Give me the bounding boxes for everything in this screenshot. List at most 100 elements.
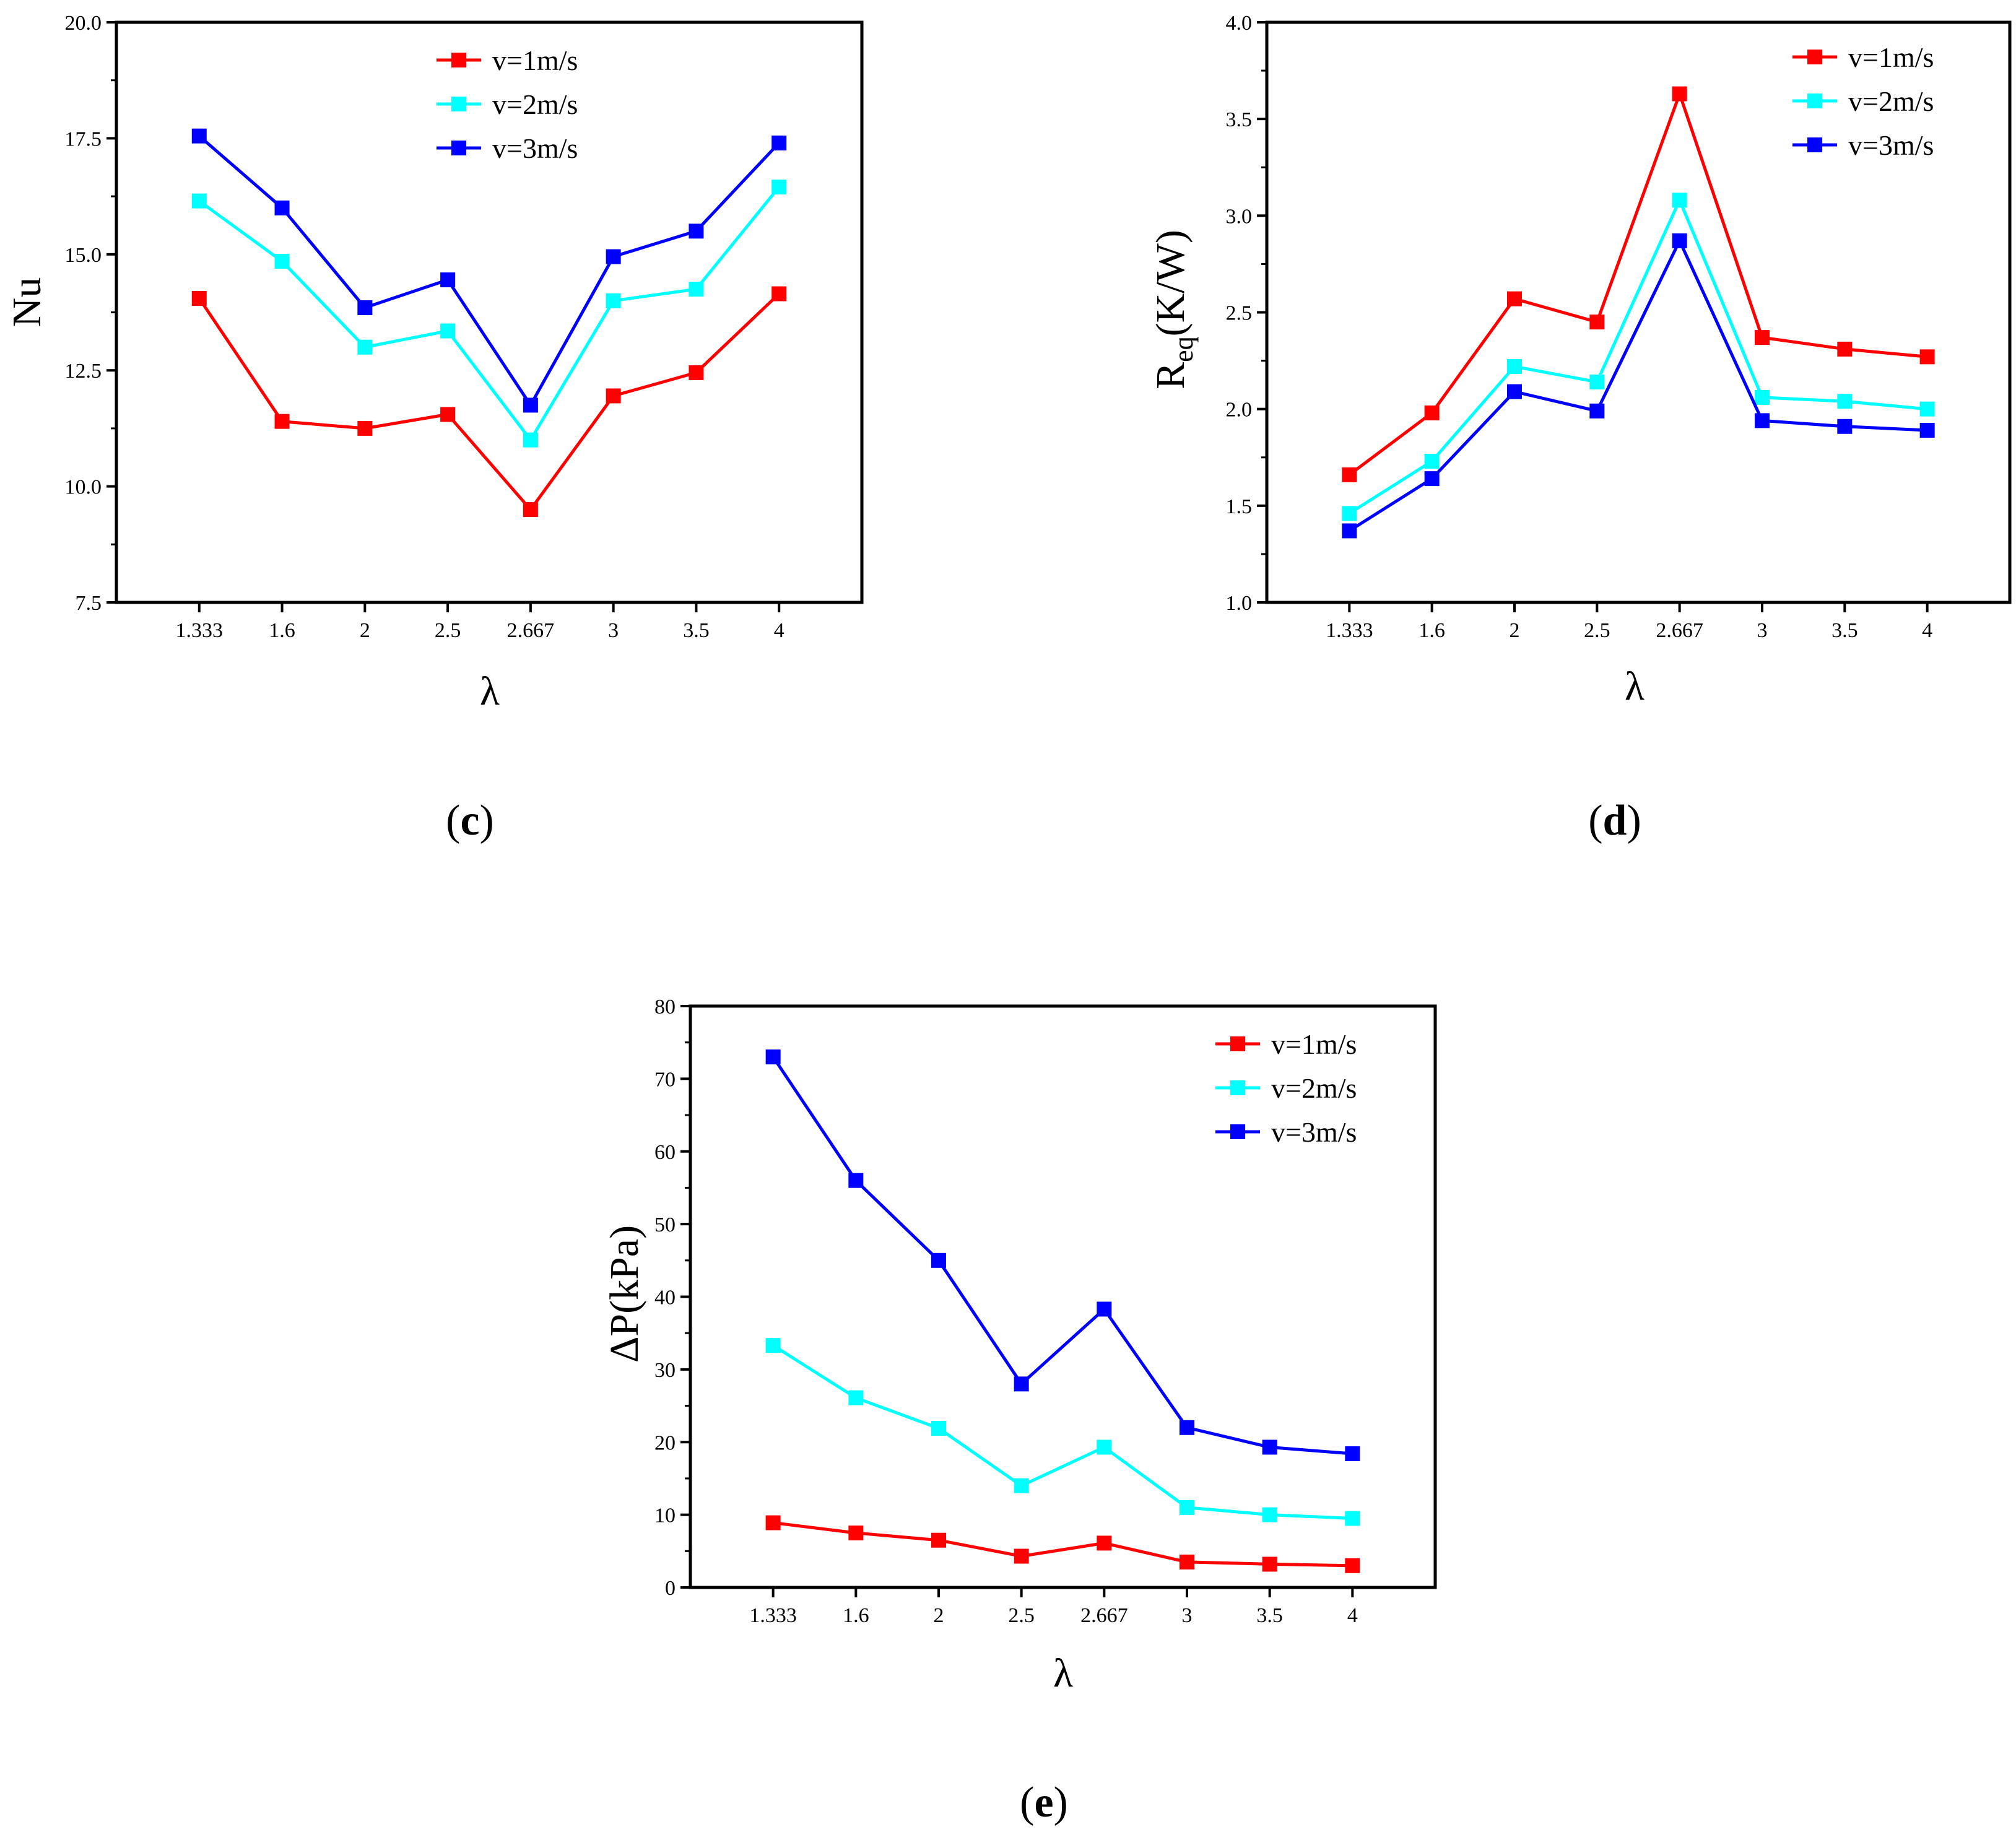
data-point-d-s3 [1919,423,1935,438]
panel-label-c: (c) [446,797,494,844]
data-point-c-s2 [357,339,373,355]
data-point-e-s3 [1345,1446,1360,1462]
data-point-e-s1 [1014,1548,1029,1564]
x-tick-label-c: 4 [774,619,784,642]
data-point-e-s1 [848,1525,864,1540]
y-tick-label-d: 2.5 [1226,302,1253,325]
data-point-d-s1 [1837,341,1853,357]
data-point-c-s3 [357,300,373,316]
y-tick-label-c: 15.0 [65,244,102,267]
data-point-e-s1 [1262,1556,1277,1572]
data-point-c-s3 [689,224,704,239]
data-point-d-s1 [1342,467,1357,482]
y-axis-title-d-main: R [1148,362,1193,389]
data-point-c-s1 [274,414,290,429]
x-tick-label-c: 2 [360,619,370,642]
x-tick-label-c: 3.5 [683,619,710,642]
y-tick-label-d: 3.0 [1226,205,1253,228]
legend-label-e-2: v=2m/s [1271,1072,1357,1104]
data-point-e-s2 [931,1420,946,1436]
y-tick-label-d: 2.0 [1226,399,1253,422]
data-point-d-s1 [1424,405,1440,420]
series-line-d-2 [1348,198,1927,515]
data-point-d-s2 [1589,374,1605,389]
data-point-c-s1 [689,365,704,380]
series-line-c-3 [198,134,781,407]
x-tick-label-e: 4 [1347,1604,1358,1627]
legend-label-d-2: v=2m/s [1848,85,1934,117]
data-point-e-s1 [1180,1554,1194,1569]
panel-label-c-letter: c [460,797,479,844]
plot-area-e: 1.333 1.6 2 2.5 2.667 3 3.5 401020304050607080v… [654,996,1437,1627]
data-point-c-s2 [274,254,290,269]
data-point-d-s2 [1507,358,1522,374]
y-axis-title-c-text: Nu [4,277,50,328]
legend-marker-d-1 [1807,50,1822,64]
x-tick-label-d: 2.5 [1584,619,1610,642]
y-axis-title-d-sub: eq [1168,336,1199,362]
x-tick-label-d: 1.6 [1419,619,1445,642]
y-tick-label-c: 10.0 [65,476,102,499]
data-point-c-s2 [523,432,538,448]
data-point-c-s1 [771,286,787,302]
data-point-d-s1 [1755,330,1770,345]
y-tick-label-d: 1.0 [1226,592,1253,615]
x-tick-label-d: 3.5 [1831,619,1858,642]
data-point-d-s3 [1672,233,1687,248]
x-tick-label-c: 1.333 [176,619,224,642]
panel-label-d-letter: d [1603,797,1627,844]
y-tick-label-e: 70 [654,1068,676,1091]
x-tick-label-e: 2 [934,1604,944,1627]
data-point-d-s1 [1919,349,1935,365]
plot-area-c: 1.333 1.6 2 2.5 2.667 3 3.5 4 7.5 10.0 12.5 15.0 17.… [65,12,864,642]
legend-marker-c-1 [451,53,466,67]
x-axis-title-c: λ [480,669,500,714]
data-point-c-s3 [606,249,621,264]
legend-marker-d-3 [1807,137,1822,152]
data-point-c-s3 [523,397,538,413]
data-point-e-s3 [1097,1301,1112,1317]
series-line-d-3 [1348,239,1927,532]
data-point-c-s1 [440,407,456,422]
panel-label-e: (e) [1020,1779,1068,1826]
y-tick-label-d: 4.0 [1226,12,1253,35]
y-tick-label-e: 40 [654,1287,676,1309]
y-axis-title-e: ΔP(kPa) [602,1225,647,1363]
data-point-c-s2 [191,193,207,209]
y-tick-label-c: 20.0 [65,12,102,35]
data-point-d-s3 [1589,403,1605,419]
x-tick-label-e: 2.667 [1080,1604,1128,1627]
panel-label-e-letter: e [1034,1779,1053,1826]
data-point-d-s1 [1507,291,1522,306]
data-point-c-s2 [606,293,621,308]
y-tick-label-e: 60 [654,1141,676,1164]
data-point-c-s1 [191,291,207,306]
legend-marker-e-2 [1230,1080,1245,1095]
legend-label-e-1: v=1m/s [1271,1028,1357,1060]
x-tick-label-c: 3 [608,619,619,642]
data-point-c-s2 [440,323,456,339]
y-tick-label-e: 20 [654,1431,676,1454]
series-line-c-1 [198,292,780,511]
data-point-c-s1 [523,502,538,518]
data-point-c-s3 [440,272,456,288]
x-tick-label-e: 1.6 [843,1604,869,1627]
legend-label-c-2: v=2m/s [492,89,578,120]
data-point-d-s3 [1342,523,1357,539]
y-tick-label-e: 30 [654,1359,676,1382]
panel-d: 1.333 1.6 2 2.5 2.667 3 3.5 4 1.0 1.5 2.0 2.5 3.0 3.5… [1148,12,2012,844]
y-axis-title-d-unit: (K/W) [1148,230,1193,336]
data-point-e-s3 [1262,1439,1277,1455]
data-point-c-s3 [274,200,290,215]
data-point-c-s2 [689,282,704,297]
data-point-d-s1 [1672,86,1687,102]
data-point-e-s3 [765,1049,781,1065]
legend-label-c-1: v=1m/s [492,45,578,76]
legend-marker-c-3 [451,141,466,155]
y-tick-label-e: 80 [654,996,676,1018]
data-point-d-s2 [1342,506,1357,521]
data-point-c-s3 [191,128,207,144]
x-axis-title-e: λ [1053,1651,1073,1696]
legend-label-d-3: v=3m/s [1848,129,1934,161]
